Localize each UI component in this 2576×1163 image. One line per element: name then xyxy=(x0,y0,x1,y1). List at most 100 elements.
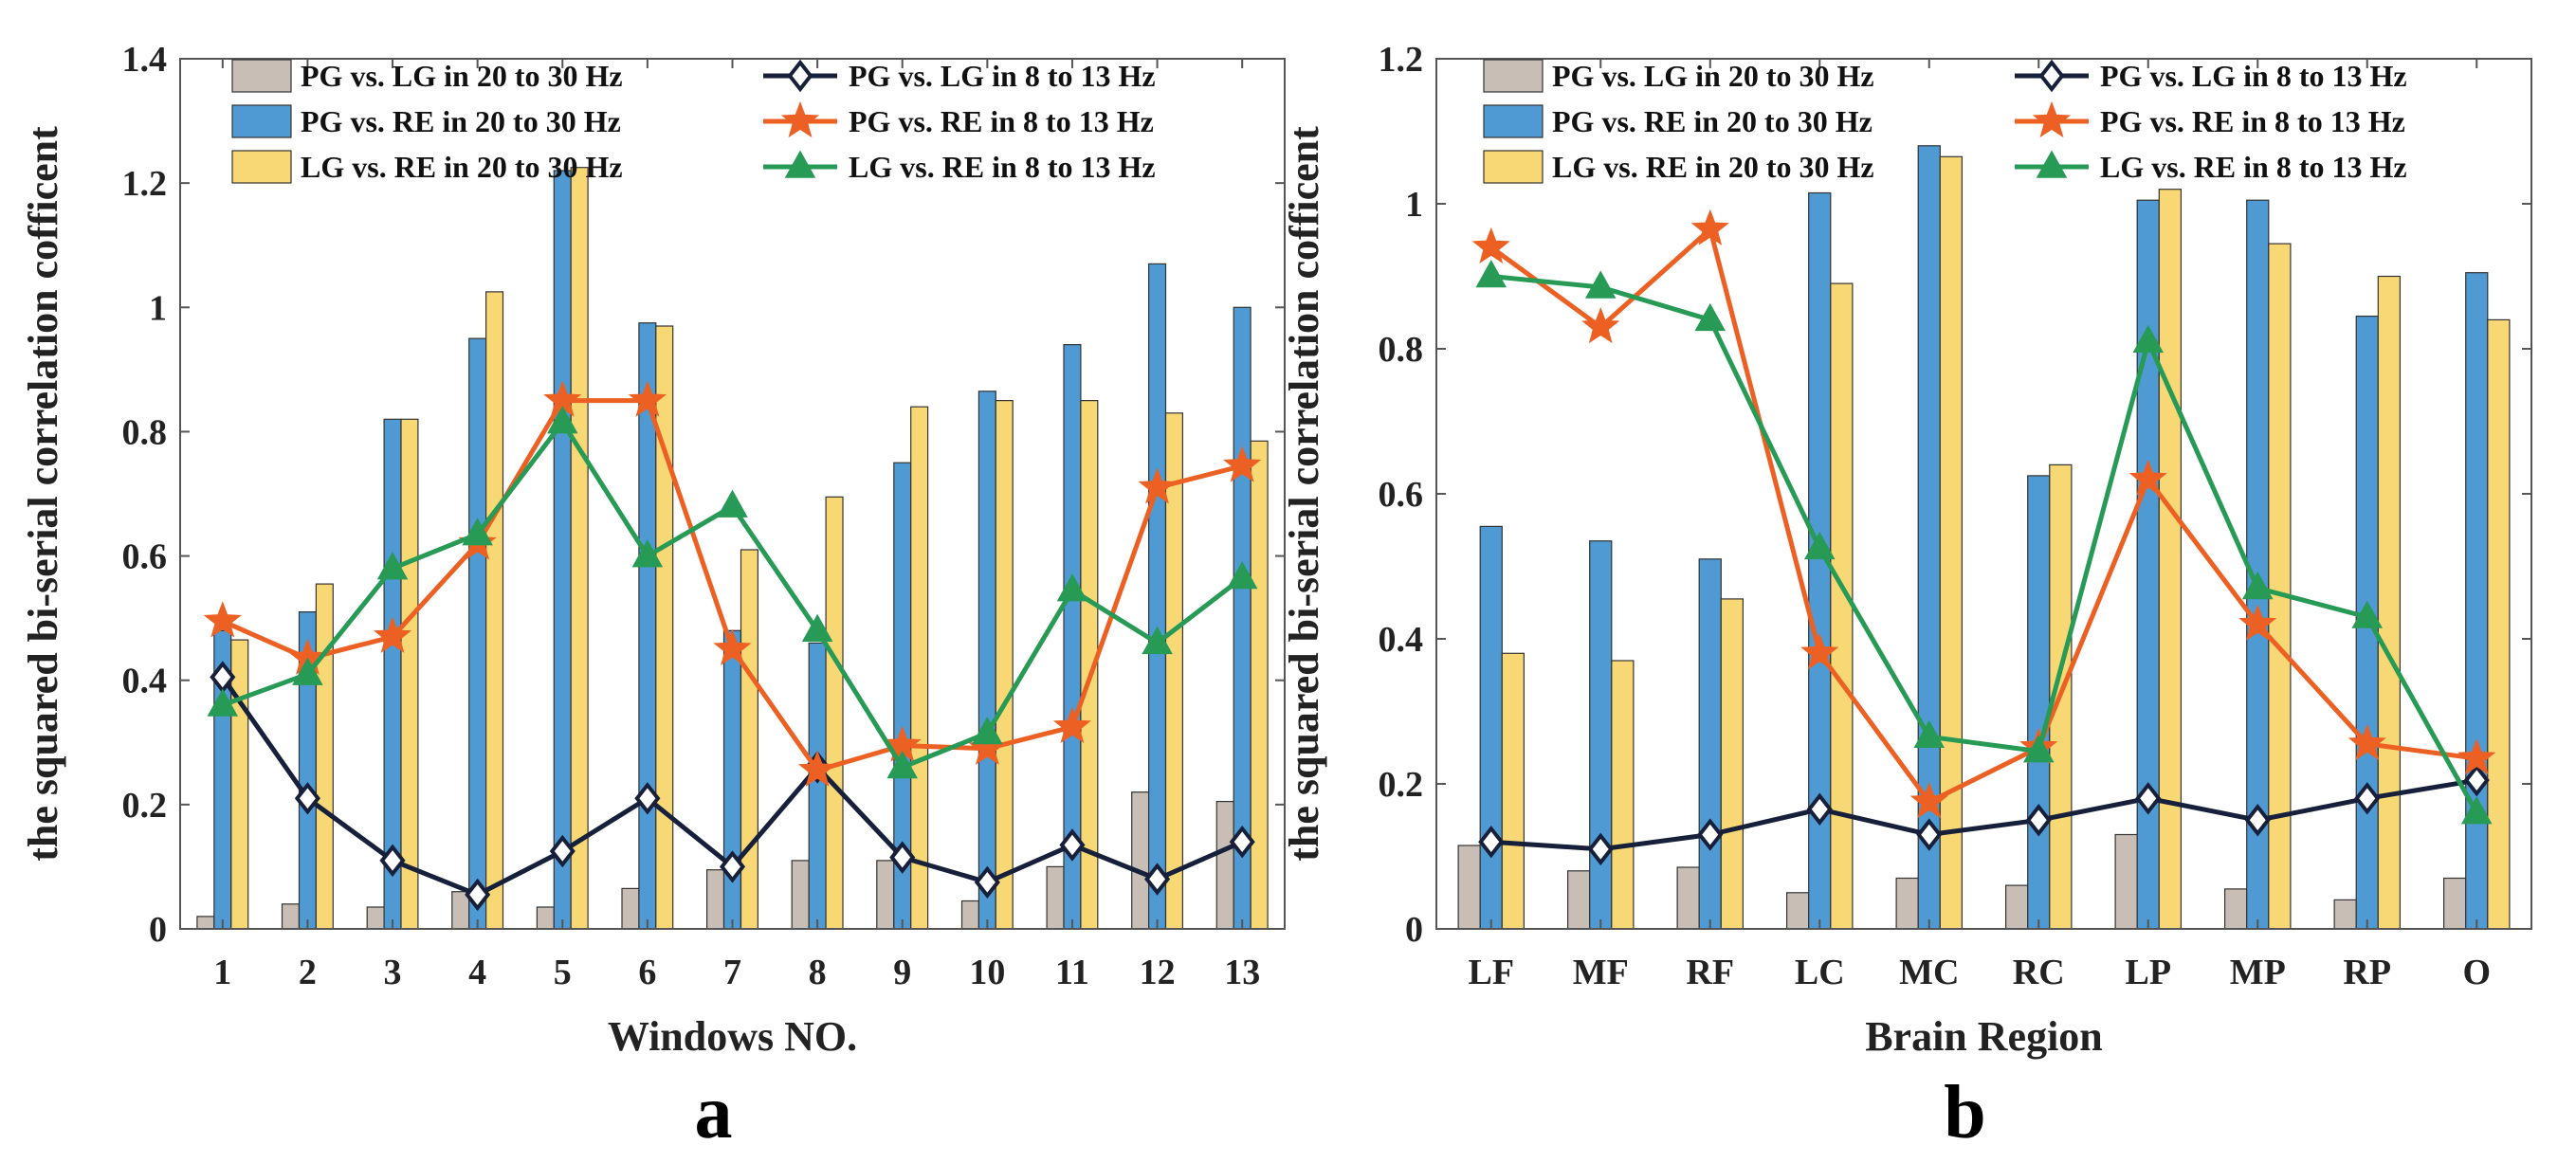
panel-a-y-tick-label: 1.4 xyxy=(122,40,168,80)
chart-panel-b: 0 0.2 0.4 0.6 0.8 1 1.2 LF MF RF LC MC RC LP MP RP O PG… xyxy=(1281,40,2532,1154)
panel-b-legend-label-line2: PG vs. RE in 8 to 13 Hz xyxy=(2100,104,2405,138)
panel-b-bar-series2-LF xyxy=(1479,525,1503,930)
panel-b-line-series3-point-MF xyxy=(1584,270,1617,299)
panel-a-legend-label-line2: PG vs. RE in 8 to 13 Hz xyxy=(849,104,1154,138)
panel-a-line-series3-point-9 xyxy=(886,750,919,779)
panel-a-line-series1-point-11 xyxy=(1059,828,1086,862)
panel-b-bar-series2-LP xyxy=(2136,199,2160,930)
panel-b-line-series3 xyxy=(1490,274,2479,814)
panel-a-bar-series2-5 xyxy=(553,170,572,930)
panel-b-line-series2-point-LC xyxy=(1800,633,1839,670)
panel-b-y-tick-label: 0 xyxy=(1405,910,1423,950)
panel-b-line-series1-point-O xyxy=(2463,763,2490,797)
panel-b-line-series3-point-O xyxy=(2460,796,2493,825)
panel-a-x-tick-label: 4 xyxy=(468,953,486,992)
panel-b-bar-series3-RP xyxy=(2377,275,2402,930)
panel-a-line-series3-point-4 xyxy=(462,518,493,546)
panel-b-line-series3-point-RF xyxy=(1694,302,1726,332)
panel-a-bar-series3-8 xyxy=(825,496,844,930)
panel-b-x-ticks: LF MF RF LC MC RC LP MP RP O xyxy=(1468,59,2491,992)
panel-a-line-series3-point-12 xyxy=(1142,626,1173,655)
panel-a-legend-swatch-bar3 xyxy=(231,150,292,184)
panel-a-legend-marker-line1 xyxy=(787,59,813,93)
panel-a-line-series1-point-13 xyxy=(1229,825,1255,859)
panel-a-line-series1-point-6 xyxy=(634,782,661,815)
panel-b-y-tick-label: 0.4 xyxy=(1379,620,1424,660)
panel-a-label: a xyxy=(695,1071,733,1154)
panel-b-bar-series1-RC xyxy=(2005,884,2029,930)
panel-b-legend-swatch-bar3 xyxy=(1483,150,1544,184)
panel-a-bar-series2-8 xyxy=(808,642,827,930)
panel-a-bar-series1-13 xyxy=(1215,800,1234,930)
panel-a-legend: PG vs. LG in 20 to 30 Hz PG vs. RE in 20 … xyxy=(231,59,1156,184)
panel-a-y-tick-label: 0 xyxy=(149,910,167,950)
panel-b-legend: PG vs. LG in 20 to 30 Hz PG vs. RE in 20 … xyxy=(1483,59,2407,184)
panel-b-bar-series1-LP xyxy=(2114,833,2138,930)
panel-a-bar-series3-13 xyxy=(1250,440,1269,930)
panel-b-line-series1-point-RC xyxy=(2025,804,2052,837)
panel-b-line-series2-point-LP xyxy=(2128,459,2167,496)
panel-a-legend-swatch-bar1 xyxy=(231,59,292,93)
panel-b-x-tick-label: LP xyxy=(2125,953,2171,992)
panel-b-bar-series1-RP xyxy=(2333,899,2357,930)
panel-a-legend-label-bar2: PG vs. RE in 20 to 30 Hz xyxy=(301,104,621,138)
panel-a-line-series3-point-7 xyxy=(717,489,748,518)
panel-a-bar-series1-9 xyxy=(876,860,895,930)
panel-a-x-tick-label: 7 xyxy=(723,953,741,992)
panel-b-y-tick-label: 0.6 xyxy=(1379,475,1424,515)
panel-b-line-series1-point-RP xyxy=(2354,782,2381,815)
panel-b-bar-series3-MF xyxy=(1611,660,1635,930)
panel-a-x-axis-label: Windows NO. xyxy=(608,1013,857,1060)
panel-b-line-series2-point-RF xyxy=(1690,209,1729,245)
panel-b-line-series3-point-LP xyxy=(2132,324,2165,354)
panel-b-legend-marker-line1 xyxy=(2038,59,2065,93)
panel-b-line-series2-point-MP xyxy=(2238,604,2277,641)
panel-a-line-series3-point-11 xyxy=(1056,573,1088,602)
panel-b-line-series2-point-MF xyxy=(1581,306,1620,344)
panel-a-x-tick-label: 6 xyxy=(638,953,656,992)
panel-a-line-series1-point-4 xyxy=(465,878,491,912)
panel-a-line-series2-point-8 xyxy=(797,750,837,787)
panel-a-legend-marker-line3 xyxy=(784,150,816,178)
panel-a-x-tick-label: 5 xyxy=(554,953,572,992)
panel-a-bar-series3-9 xyxy=(910,406,929,930)
panel-a-y-tick-label: 0.4 xyxy=(122,662,168,701)
panel-a-line-series2-point-7 xyxy=(713,628,752,666)
panel-b-bar-series3-LF xyxy=(1501,652,1526,930)
panel-a-bar-series1-3 xyxy=(366,906,385,930)
panel-a-line-series2-point-6 xyxy=(628,380,667,417)
panel-b-x-axis-label: Brain Region xyxy=(1865,1013,2103,1060)
panel-b-bar-series3-O xyxy=(2487,318,2511,930)
panel-a-line-series1-point-2 xyxy=(294,782,320,815)
panel-b-bar-series3-RF xyxy=(1720,598,1745,930)
panel-b-bar-series1-O xyxy=(2443,877,2467,930)
panel-a-x-ticks: 1 2 3 4 5 6 7 8 9 10 11 12 13 xyxy=(213,59,1260,992)
panel-a-legend-label-bar3: LG vs. RE in 20 to 30 Hz xyxy=(301,150,623,184)
panel-a-x-tick-label: 10 xyxy=(969,953,1005,992)
panel-a-line-series2-point-11 xyxy=(1052,706,1092,744)
panel-b-legend-label-bar3: LG vs. RE in 20 to 30 Hz xyxy=(1552,150,1874,184)
panel-a-bar-series3-5 xyxy=(570,167,589,930)
panel-b-bar-series1-RF xyxy=(1676,866,1700,930)
panel-b-line-series2-point-O xyxy=(2457,738,2496,775)
panel-a-x-tick-label: 1 xyxy=(213,953,231,992)
panel-a-line-series2-point-1 xyxy=(203,601,242,638)
panel-b-line-series3-point-RC xyxy=(2022,735,2055,763)
panel-b-y-tick-label: 1 xyxy=(1405,185,1423,225)
panel-a-y-tick-label: 0.8 xyxy=(122,412,168,452)
panel-a-y-tick-label: 1.2 xyxy=(122,164,168,204)
panel-b-bar-series2-O xyxy=(2465,272,2489,930)
panel-b-line-series3-point-MC xyxy=(1913,719,1946,749)
panel-a-bar-series3-10 xyxy=(995,400,1014,930)
panel-a-line-series1-point-12 xyxy=(1144,863,1171,896)
panel-b-legend-label-line3: LG vs. RE in 8 to 13 Hz xyxy=(2100,150,2407,184)
panel-b-line-series3-point-MP xyxy=(2241,571,2274,600)
panel-b-x-tick-label: RP xyxy=(2343,953,2391,992)
panel-a-x-tick-label: 2 xyxy=(299,953,317,992)
panel-a-line-series3-point-13 xyxy=(1226,560,1258,590)
panel-a-line-series2-point-13 xyxy=(1223,445,1262,482)
panel-b-y-ticks: 0 0.2 0.4 0.6 0.8 1 1.2 xyxy=(1379,40,2531,950)
panel-b-line-series2-point-LF xyxy=(1471,227,1510,264)
panel-b-x-tick-label: MF xyxy=(1573,953,1629,992)
